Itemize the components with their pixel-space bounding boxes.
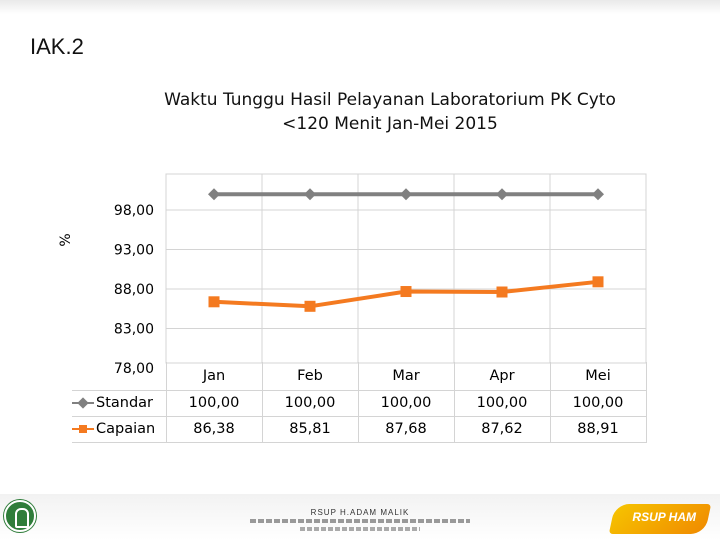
table-header-row: Jan Feb Mar Apr Mei	[72, 362, 647, 391]
data-label: 88,91	[549, 415, 647, 443]
ministry-logo-icon	[4, 500, 36, 532]
footer-org-name: RSUP H.ADAM MALIK	[310, 508, 410, 517]
data-point-capaian	[496, 286, 508, 298]
data-point-standar	[496, 188, 508, 201]
hospital-brand-logo: RSUP HAM	[608, 504, 712, 534]
legend-key-capaian	[72, 423, 94, 435]
data-point-capaian	[400, 286, 412, 298]
legend-label-standar: Standar	[96, 395, 154, 411]
x-tick-label: Mar	[357, 362, 455, 391]
y-tick-label: 98,00	[114, 203, 154, 219]
footer-bar	[0, 494, 720, 540]
data-label: 85,81	[261, 415, 359, 443]
top-gradient-bar	[0, 0, 720, 14]
data-label: 87,68	[357, 415, 455, 443]
x-tick-label: Mei	[549, 362, 647, 391]
data-point-standar	[304, 188, 316, 201]
data-point-capaian	[592, 276, 604, 288]
footer-address-line	[250, 519, 470, 523]
data-point-standar	[208, 188, 220, 201]
data-point-capaian	[304, 300, 316, 312]
table-row-capaian: Capaian 86,38 85,81 87,68 87,62 88,91	[72, 415, 647, 443]
y-tick-label: 88,00	[114, 282, 154, 298]
footer-contact-line	[300, 527, 420, 531]
data-point-standar	[592, 188, 604, 201]
legend-entry-standar: Standar	[72, 389, 167, 417]
slide-code: IAK.2	[30, 34, 84, 59]
data-label: 100,00	[165, 389, 263, 417]
data-label: 86,38	[165, 415, 263, 443]
data-table: Jan Feb Mar Apr Mei Standar 100,00 100,0…	[72, 362, 647, 443]
legend-key-standar	[72, 397, 94, 409]
data-point-capaian	[208, 296, 220, 308]
data-label: 87,62	[453, 415, 551, 443]
data-label: 100,00	[549, 389, 647, 417]
chart-title: Waktu Tunggu Hasil Pelayanan Laboratoriu…	[140, 88, 640, 136]
x-tick-label: Apr	[453, 362, 551, 391]
legend-label-capaian: Capaian	[96, 421, 156, 437]
data-label: 100,00	[357, 389, 455, 417]
table-corner	[72, 362, 166, 390]
y-tick-label: 83,00	[114, 322, 154, 338]
data-label: 100,00	[453, 389, 551, 417]
brand-logo-text: RSUP HAM	[632, 510, 696, 524]
y-tick-label: 78,00	[114, 361, 154, 377]
x-tick-label: Jan	[165, 362, 263, 391]
chart-title-line2: <120 Menit Jan-Mei 2015	[282, 114, 498, 134]
table-row-standar: Standar 100,00 100,00 100,00 100,00 100,…	[72, 389, 647, 417]
data-point-standar	[400, 188, 412, 201]
x-tick-label: Feb	[261, 362, 359, 391]
legend-entry-capaian: Capaian	[72, 415, 167, 443]
chart-title-line1: Waktu Tunggu Hasil Pelayanan Laboratoriu…	[164, 90, 616, 110]
y-tick-label: 93,00	[114, 243, 154, 259]
plot-area	[165, 173, 647, 364]
data-label: 100,00	[261, 389, 359, 417]
